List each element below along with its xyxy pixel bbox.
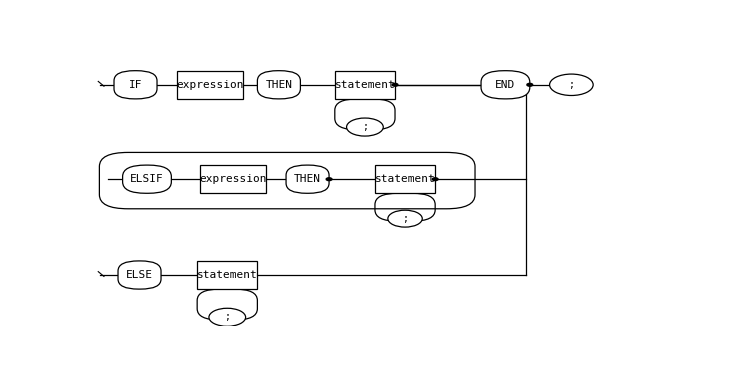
- FancyBboxPatch shape: [118, 261, 161, 289]
- Bar: [375, 165, 435, 193]
- Text: statement: statement: [374, 174, 435, 184]
- Text: ;: ;: [224, 312, 230, 322]
- Circle shape: [550, 74, 593, 96]
- Text: ;: ;: [402, 214, 408, 224]
- Circle shape: [209, 308, 246, 326]
- Circle shape: [392, 83, 398, 86]
- FancyBboxPatch shape: [258, 71, 300, 99]
- Text: THEN: THEN: [266, 80, 292, 90]
- Text: ;: ;: [568, 80, 574, 90]
- Bar: [197, 261, 258, 289]
- Text: ;: ;: [362, 122, 368, 132]
- Text: expression: expression: [199, 174, 266, 184]
- Text: expression: expression: [176, 80, 243, 90]
- FancyBboxPatch shape: [114, 71, 157, 99]
- FancyBboxPatch shape: [481, 71, 530, 99]
- Circle shape: [326, 178, 332, 180]
- Text: END: END: [495, 80, 516, 90]
- Circle shape: [388, 210, 423, 227]
- FancyBboxPatch shape: [286, 165, 329, 193]
- Bar: [200, 165, 266, 193]
- Text: ELSE: ELSE: [126, 270, 153, 280]
- Bar: [334, 71, 395, 99]
- Text: IF: IF: [129, 80, 142, 90]
- FancyBboxPatch shape: [123, 165, 172, 193]
- Text: ELSIF: ELSIF: [130, 174, 164, 184]
- Circle shape: [432, 178, 438, 180]
- Bar: [177, 71, 243, 99]
- Circle shape: [346, 118, 383, 136]
- Text: statement: statement: [197, 270, 258, 280]
- Text: statement: statement: [334, 80, 395, 90]
- Circle shape: [527, 83, 533, 86]
- Text: THEN: THEN: [294, 174, 321, 184]
